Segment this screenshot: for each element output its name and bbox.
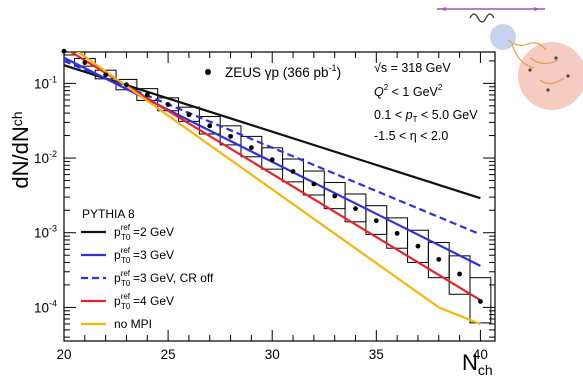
data-point	[186, 112, 192, 118]
data-point	[332, 193, 338, 199]
pt-label: 0.1 < pT < 5.0 GeV	[374, 108, 478, 124]
error-box	[282, 158, 304, 183]
y-axis-label: dN/dNch	[8, 111, 33, 188]
data-point	[61, 48, 67, 54]
legend-label: pref T0 =3 GeV, CR off	[114, 269, 214, 288]
y-tick-label: 10-1	[34, 74, 57, 91]
data-point	[124, 82, 129, 88]
data-point	[436, 256, 442, 262]
data-points	[61, 48, 483, 304]
legend-label: no MPI	[114, 317, 152, 331]
data-point	[311, 181, 317, 187]
event-display-logo	[437, 7, 583, 110]
data-point	[457, 271, 463, 277]
x-tick-label: 20	[56, 347, 71, 362]
data-point	[207, 123, 213, 129]
data-legend: ZEUS γp (366 pb-1)	[205, 63, 341, 80]
y-tick-label: 10-2	[34, 149, 57, 166]
series-line	[64, 59, 481, 236]
y-tick-label: 10-3	[34, 224, 57, 241]
legend-label: pref T0 =4 GeV	[114, 292, 174, 311]
annotations: √s = 318 GeV Q2 < 1 GeV2 0.1 < pT < 5.0 …	[374, 61, 478, 143]
data-point	[373, 218, 379, 224]
data-point	[478, 299, 483, 304]
x-tick-label: 30	[265, 347, 280, 362]
data-point	[248, 145, 254, 150]
y-tick-label: 10-4	[34, 298, 57, 315]
data-point	[103, 72, 109, 78]
x-tick-label: 25	[161, 347, 176, 362]
model-curves	[64, 52, 481, 325]
plot-frame	[63, 51, 496, 342]
x-axis-label: Nch	[462, 350, 493, 378]
data-point	[228, 133, 233, 139]
data-point	[415, 243, 421, 249]
data-point	[144, 92, 150, 98]
energy-label: √s = 318 GeV	[374, 61, 451, 75]
data-point	[394, 230, 400, 236]
data-point	[290, 169, 296, 174]
svg-text:ZEUS γp (366 pb-1): ZEUS γp (366 pb-1)	[225, 63, 341, 80]
pythia-legend: PYTHIA 8 pref T0 =2 GeV pref T0 =3 GeV pref T0 =…	[81, 207, 214, 331]
x-tick-label: 40	[473, 347, 488, 362]
data-point	[269, 157, 275, 163]
series-line	[76, 52, 481, 325]
legend-title: PYTHIA 8	[82, 207, 135, 221]
data-point	[353, 206, 358, 212]
legend-label: pref T0 =2 GeV	[114, 223, 174, 242]
q2-label: Q2 < 1 GeV2	[374, 83, 443, 99]
x-tick-label: 35	[369, 347, 384, 362]
data-point	[82, 60, 88, 65]
legend-label: pref T0 =3 GeV	[114, 246, 174, 265]
series-line	[64, 64, 481, 200]
eta-label: -1.5 < η < 2.0	[374, 129, 448, 143]
data-point	[165, 102, 171, 107]
